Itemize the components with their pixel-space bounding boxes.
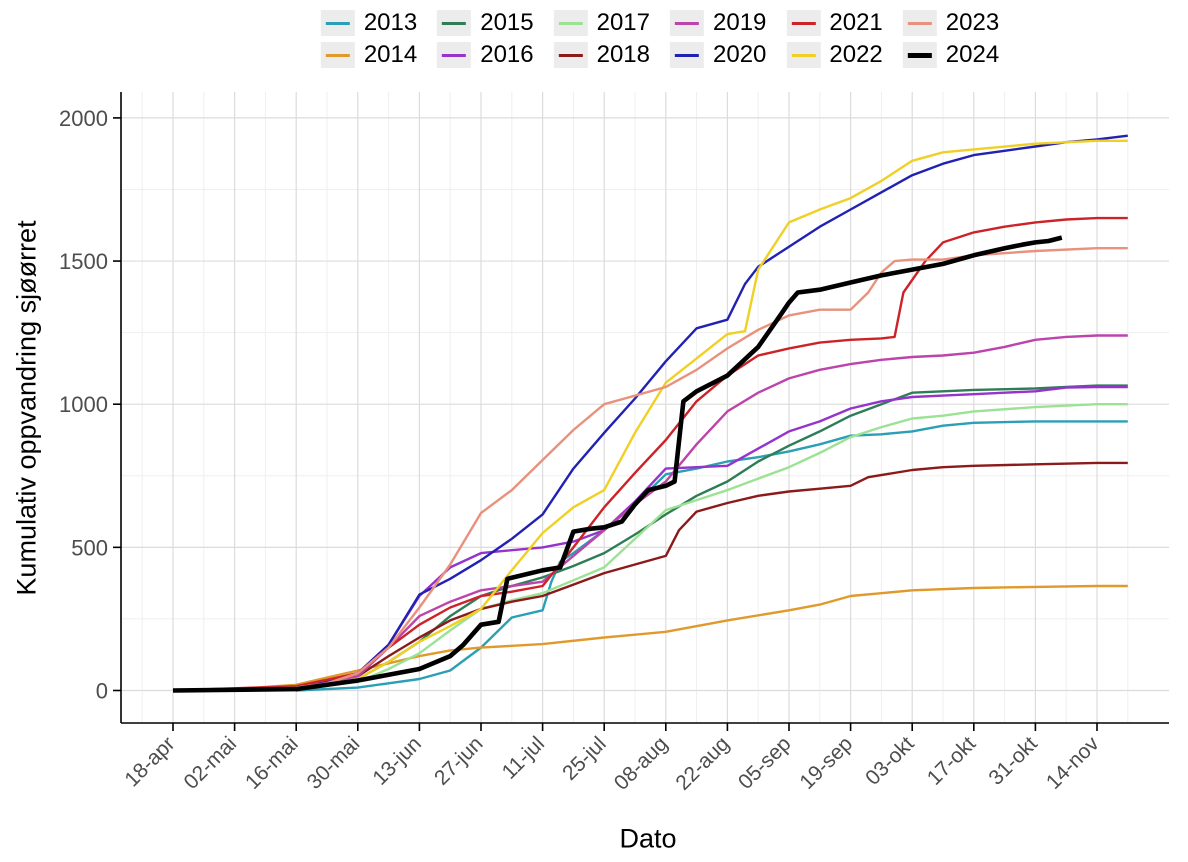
legend-key-2019 [670, 10, 704, 36]
legend-label-2024: 2024 [945, 41, 1000, 68]
legend-label-2013: 2013 [363, 9, 418, 36]
legend-entry-2014: 2014 [320, 40, 418, 70]
legend-line-icon [675, 53, 699, 57]
x-tick-label: 13-jun [368, 732, 426, 790]
legend-entry-2013: 2013 [320, 8, 418, 38]
series-line-2020 [172, 134, 1128, 692]
legend-entry-2015: 2015 [437, 8, 534, 38]
legend-key-2020 [670, 42, 704, 68]
legend-entry-2023: 2023 [902, 8, 1000, 38]
x-tick-label: 08-aug [610, 732, 673, 795]
y-tick-label: 1500 [59, 249, 108, 274]
legend-entry-2018: 2018 [553, 40, 650, 70]
x-tick-label: 31-okt [984, 732, 1042, 790]
legend-entry-2017: 2017 [553, 8, 650, 38]
legend-line-icon [558, 21, 583, 25]
legend-entry-2019: 2019 [670, 8, 766, 38]
chart-legend: 2013 2014 2015 2016 2017 [320, 8, 1000, 70]
legend-line-icon [791, 21, 816, 25]
x-tick-label: 02-mai [179, 732, 241, 794]
legend-entry-2022: 2022 [786, 40, 883, 70]
legend-line-icon [907, 21, 932, 25]
legend-key-2017 [553, 10, 588, 36]
legend-label-2023: 2023 [945, 9, 1000, 36]
legend-label-2014: 2014 [363, 41, 418, 68]
x-tick-label: 16-mai [241, 732, 303, 794]
legend-key-2023 [902, 10, 937, 36]
legend-label-2022: 2022 [829, 41, 883, 68]
series-line-2017 [172, 403, 1128, 692]
series-line-2013 [296, 420, 1128, 692]
legend-key-2015 [437, 10, 472, 36]
legend-entry-2021: 2021 [786, 8, 883, 38]
legend-key-2024 [902, 42, 937, 68]
series-line-2019 [172, 334, 1128, 692]
x-axis-title: Dato [619, 823, 677, 854]
legend-line-icon [558, 53, 583, 57]
legend-entry-2024: 2024 [902, 40, 1000, 70]
legend-label-2021: 2021 [829, 9, 883, 36]
legend-key-2016 [437, 42, 472, 68]
x-tick-label: 11-jul [498, 732, 549, 783]
legend-key-2014 [320, 42, 355, 68]
legend-key-2013 [320, 10, 355, 36]
series-line-2021 [172, 216, 1128, 692]
legend-label-2018: 2018 [596, 41, 650, 68]
legend-column: 2019 2020 [670, 8, 766, 70]
plot-panel [121, 92, 1169, 723]
y-tick-label: 0 [96, 679, 108, 704]
legend-line-icon [675, 21, 699, 25]
legend-label-2016: 2016 [480, 41, 534, 68]
legend-entry-2016: 2016 [437, 40, 534, 70]
legend-label-2019: 2019 [713, 9, 767, 36]
legend-column: 2023 2024 [902, 8, 1000, 70]
legend-line-icon [325, 21, 350, 25]
legend-column: 2015 2016 [437, 8, 534, 70]
legend-line-icon [325, 53, 350, 57]
series-line-2016 [172, 385, 1128, 692]
series-line-2024 [172, 235, 1063, 693]
x-tick-label: 25-jul [558, 732, 611, 785]
x-tick-label: 19-sep [795, 732, 857, 794]
legend-line-icon [442, 53, 467, 57]
legend-column: 2021 2022 [786, 8, 883, 70]
x-tick-label: 22-aug [671, 732, 734, 795]
legend-label-2017: 2017 [596, 9, 650, 36]
x-tick-label: 14-nov [1042, 732, 1104, 794]
legend-column: 2013 2014 [320, 8, 418, 70]
x-tick-label: 05-sep [734, 732, 796, 794]
x-tick-label: 30-mai [303, 732, 365, 794]
x-tick-label: 03-okt [861, 732, 919, 790]
legend-key-2022 [786, 42, 821, 68]
series-line-2018 [172, 461, 1128, 692]
series-line-2023 [173, 247, 1128, 692]
x-tick-label: 27-jun [430, 732, 488, 790]
x-tick-label: 17-okt [923, 732, 981, 790]
series-line-2022 [172, 139, 1128, 692]
y-tick-label: 500 [71, 535, 108, 560]
x-tick-label: 18-apr [120, 732, 179, 791]
legend-line-icon [907, 52, 932, 58]
y-tick-label: 1000 [59, 392, 108, 417]
legend-label-2020: 2020 [713, 41, 767, 68]
y-tick-label: 2000 [59, 106, 108, 131]
legend-key-2021 [786, 10, 821, 36]
legend-line-icon [442, 21, 467, 25]
series-line-2014 [172, 584, 1128, 692]
legend-key-2018 [553, 42, 588, 68]
legend-column: 2017 2018 [553, 8, 650, 70]
legend-label-2015: 2015 [480, 9, 534, 36]
legend-entry-2020: 2020 [670, 40, 766, 70]
y-axis-title: Kumulativ oppvandring sjøørret [11, 220, 42, 596]
legend-line-icon [791, 53, 816, 57]
